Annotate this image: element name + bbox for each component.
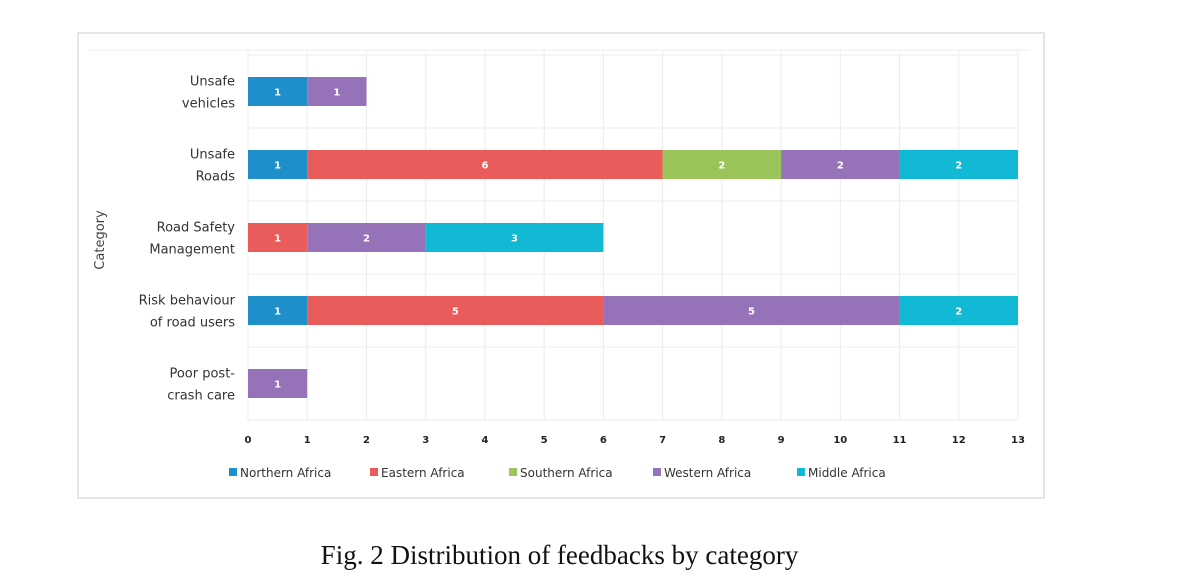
bar-value-label: 1 (333, 88, 340, 99)
bar-segment (307, 150, 663, 179)
bar-value-label: 2 (363, 234, 370, 245)
x-tick-label: 7 (659, 435, 666, 446)
category-label: Poor post-crash care (167, 367, 235, 404)
bar-segment (899, 150, 1018, 179)
bar-value-label: 5 (748, 307, 755, 318)
bar-segment (662, 150, 782, 179)
x-tick-label: 9 (778, 435, 785, 446)
x-tick-label: 11 (893, 435, 907, 446)
category-label: Road Safety Management (149, 221, 235, 258)
bar-segment (781, 150, 900, 179)
legend-item: Southern Africa (509, 466, 613, 480)
bar-value-label: 6 (481, 161, 488, 172)
x-tick-label: 10 (833, 435, 847, 446)
bar-value-label: 1 (274, 307, 281, 318)
legend-label: Northern Africa (240, 466, 331, 480)
bar-value-label: 1 (274, 161, 281, 172)
legend-swatch (229, 468, 237, 476)
bar-value-label: 2 (955, 161, 962, 172)
bar-segment (899, 296, 1018, 325)
bar-value-label: 1 (274, 380, 281, 391)
bar-segment (307, 296, 604, 325)
bar-segment (248, 369, 308, 398)
category-label: Unsafe vehicles (182, 75, 235, 112)
bar-segment (307, 77, 367, 106)
bar-value-label: 5 (452, 307, 459, 318)
legend-label: Southern Africa (520, 466, 613, 480)
bar-value-label: 2 (718, 161, 725, 172)
bar-value-label: 1 (274, 88, 281, 99)
bar-segment (248, 77, 308, 106)
x-tick-label: 5 (541, 435, 548, 446)
legend-swatch (797, 468, 805, 476)
x-tick-label: 13 (1011, 435, 1025, 446)
legend-label: Middle Africa (808, 466, 886, 480)
x-tick-label: 12 (952, 435, 966, 446)
legend: Northern Africa Eastern Africa Southern Af… (229, 466, 886, 480)
x-tick-label: 4 (481, 435, 488, 446)
bar-segment (603, 296, 900, 325)
category-label: Risk behaviour of road users (139, 294, 236, 331)
bar-segment (248, 296, 308, 325)
figure-caption: Fig. 2 Distribution of feedbacks by cate… (320, 540, 799, 570)
bar-value-label: 3 (511, 234, 518, 245)
bar-value-label: 2 (837, 161, 844, 172)
bar-segment (425, 223, 604, 252)
legend-swatch (509, 468, 517, 476)
x-tick-label: 3 (422, 435, 429, 446)
bar-value-label: 1 (274, 234, 281, 245)
legend-item: Western Africa (653, 466, 751, 480)
bar-value-label: 2 (955, 307, 962, 318)
x-tick-label: 1 (304, 435, 311, 446)
bar-segment (307, 223, 426, 252)
x-tick-label: 8 (718, 435, 725, 446)
x-tick-label: 2 (363, 435, 370, 446)
x-tick-label: 0 (245, 435, 252, 446)
bar-segment (248, 223, 308, 252)
legend-label: Eastern Africa (381, 466, 465, 480)
legend-swatch (653, 468, 661, 476)
legend-item: Eastern Africa (370, 466, 465, 480)
x-tick-label: 6 (600, 435, 607, 446)
legend-item: Middle Africa (797, 466, 886, 480)
category-label: Unsafe Roads (190, 148, 235, 185)
gridlines (88, 49, 1030, 421)
x-axis-ticks: 0 1 2 3 4 5 6 7 8 9 10 11 12 13 (245, 435, 1025, 446)
legend-swatch (370, 468, 378, 476)
y-axis-title: Category (93, 210, 108, 270)
bar-segment (248, 150, 308, 179)
category-labels: Unsafe vehicles Unsafe Roads Road Safety Mana… (139, 75, 236, 404)
legend-item: Northern Africa (229, 466, 331, 480)
legend-label: Western Africa (664, 466, 751, 480)
bars: 1 1 1 6 2 2 2 1 2 3 1 5 5 2 1 (248, 77, 1018, 398)
